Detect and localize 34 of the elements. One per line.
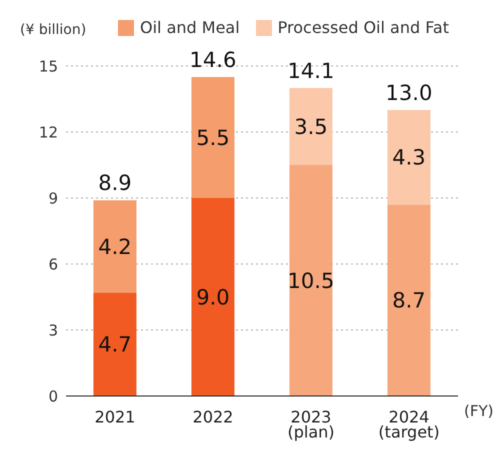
data-label: 9.0 [196,285,230,310]
bar [387,110,430,205]
total-label: 13.0 [386,81,432,105]
y-tick-label: 6 [48,255,58,274]
data-label: 4.7 [98,332,132,357]
y-axis-title: (¥ billion) [20,22,86,38]
data-label: 5.5 [196,126,230,150]
bar [93,200,136,293]
y-tick-label: 3 [48,321,58,340]
y-tick-label: 0 [48,387,58,406]
total-label: 8.9 [98,171,132,196]
data-label: 4.2 [98,234,132,259]
data-label: 3.5 [294,114,328,139]
y-tick-label: 15 [38,57,58,76]
bar [289,165,332,396]
data-label: 4.3 [392,146,426,170]
y-tick-label: 12 [38,123,58,142]
bar [387,204,430,396]
x-tick-label: 2023 (plan) [287,407,335,442]
x-tick-label: 2021 [94,407,136,426]
legend-label: Oil and Meal [140,18,240,37]
bar [93,292,136,396]
y-tick-label: 9 [48,189,58,208]
bar [191,198,234,396]
data-label: 8.7 [392,288,426,313]
x-axis-title: (FY) [464,402,493,420]
x-tick-label: 2022 [192,407,234,426]
total-label: 14.6 [190,48,236,72]
bar [191,77,234,198]
x-tick-label: 2024 (target) [378,407,440,442]
legend-label: Processed Oil and Fat [278,18,450,37]
bar [289,88,332,165]
data-label: 10.5 [288,268,334,293]
total-label: 14.1 [288,59,334,83]
